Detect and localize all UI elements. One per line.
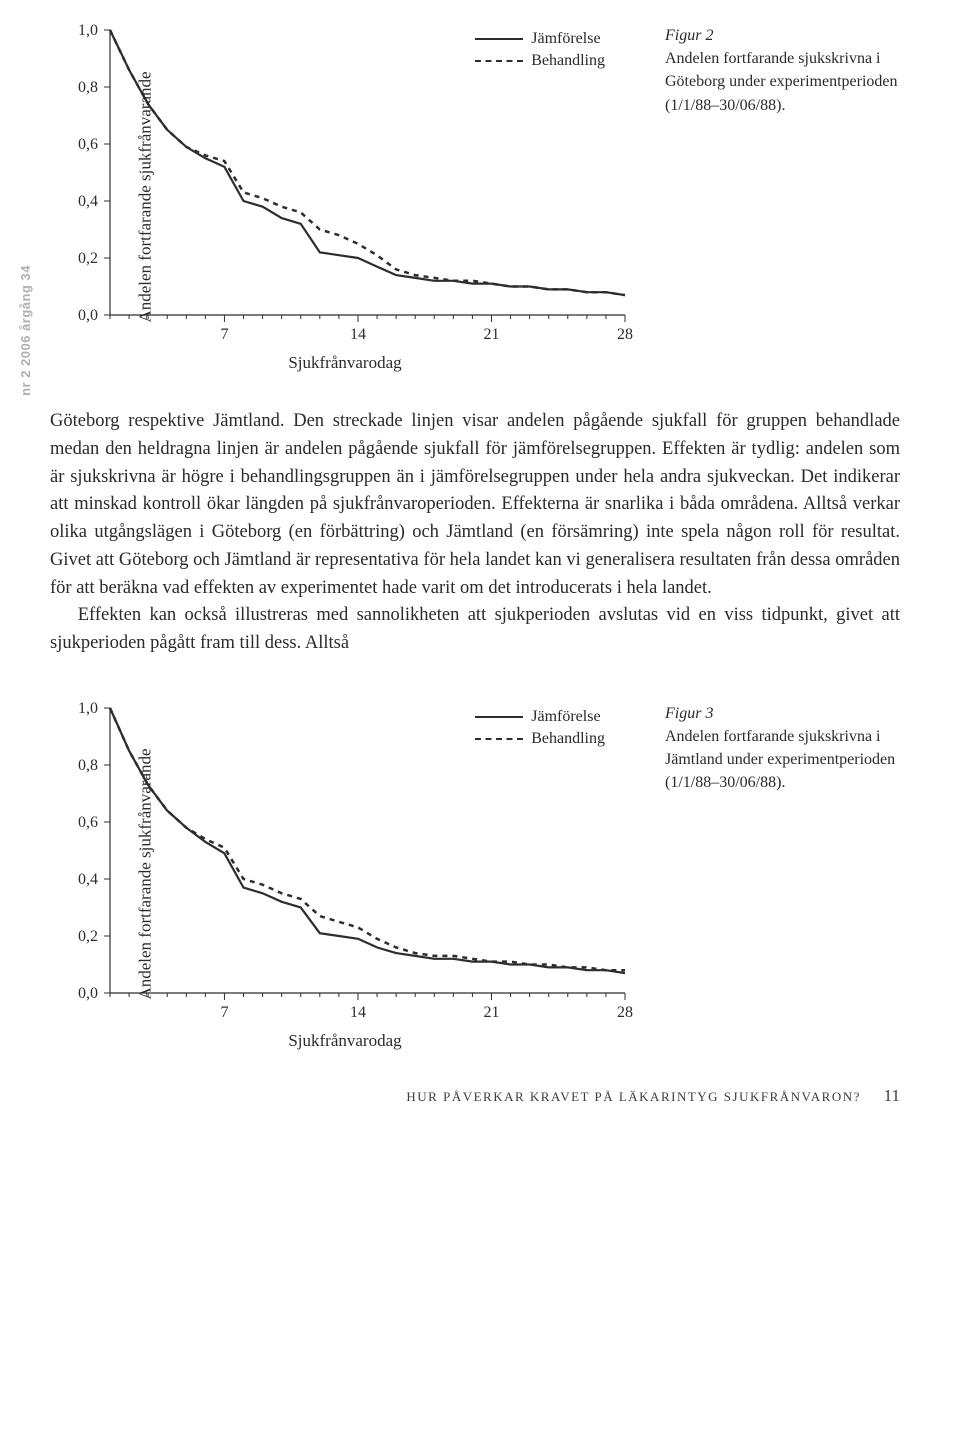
figure-2-x-label: Sjukfrånvarodag [50, 353, 640, 373]
svg-text:14: 14 [350, 1004, 366, 1021]
legend-solid-label: Jämförelse [531, 708, 600, 726]
figure-2-block: Andelen fortfarande sjukfrånvarande Jämf… [50, 20, 900, 373]
body-paragraph-1: Göteborg respektive Jämtland. Den streck… [50, 408, 900, 602]
figure-3-caption-title: Figur 3 [665, 705, 713, 722]
figure-2-y-label: Andelen fortfarande sjukfrånvarande [136, 71, 156, 322]
svg-text:1,0: 1,0 [78, 22, 98, 39]
legend-solid-swatch [475, 38, 523, 40]
body-paragraph-2: Effekten kan också illustreras med sanno… [50, 602, 900, 658]
figure-2-chart: Andelen fortfarande sjukfrånvarande Jämf… [50, 20, 640, 373]
legend-dashed-swatch [475, 738, 523, 740]
svg-text:0,4: 0,4 [78, 871, 98, 888]
svg-text:21: 21 [483, 326, 499, 343]
figure-2-caption: Figur 2 Andelen fortfarande sjukskrivna … [665, 20, 900, 117]
legend-solid-label: Jämförelse [531, 30, 600, 48]
svg-text:0,2: 0,2 [78, 250, 98, 267]
svg-text:0,6: 0,6 [78, 136, 98, 153]
figure-2-legend: Jämförelse Behandling [475, 30, 605, 74]
svg-text:0,4: 0,4 [78, 193, 98, 210]
svg-text:0,2: 0,2 [78, 928, 98, 945]
figure-3-caption-text: Andelen fortfarande sjukskrivna i Jämtla… [665, 728, 895, 791]
svg-text:28: 28 [617, 1004, 633, 1021]
figure-3-y-label: Andelen fortfarande sjukfrånvarande [136, 749, 156, 1000]
legend-dashed-swatch [475, 60, 523, 62]
legend-solid-swatch [475, 716, 523, 718]
legend-dashed-label: Behandling [531, 730, 605, 748]
body-text: Göteborg respektive Jämtland. Den streck… [50, 408, 900, 658]
figure-3-legend: Jämförelse Behandling [475, 708, 605, 752]
svg-text:28: 28 [617, 326, 633, 343]
svg-text:1,0: 1,0 [78, 700, 98, 717]
svg-text:0,6: 0,6 [78, 814, 98, 831]
svg-text:0,0: 0,0 [78, 307, 98, 324]
svg-text:7: 7 [220, 1004, 228, 1021]
svg-text:21: 21 [483, 1004, 499, 1021]
legend-dashed-label: Behandling [531, 52, 605, 70]
figure-2-caption-title: Figur 2 [665, 27, 713, 44]
svg-text:14: 14 [350, 326, 366, 343]
sidebar-issue-text: nr 2 2006 årgång 34 [18, 265, 33, 396]
figure-3-caption: Figur 3 Andelen fortfarande sjukskrivna … [665, 698, 900, 795]
footer-page-number: 11 [884, 1086, 900, 1105]
svg-text:0,8: 0,8 [78, 79, 98, 96]
figure-3-x-label: Sjukfrånvarodag [50, 1031, 640, 1051]
figure-3-block: Andelen fortfarande sjukfrånvarande Jämf… [50, 698, 900, 1051]
svg-text:0,0: 0,0 [78, 985, 98, 1002]
footer-text: HUR PÅVERKAR KRAVET PÅ LÄKARINTYG SJUKFR… [406, 1089, 860, 1104]
svg-text:0,8: 0,8 [78, 757, 98, 774]
svg-text:7: 7 [220, 326, 228, 343]
figure-2-caption-text: Andelen fortfarande sjukskrivna i Götebo… [665, 50, 898, 113]
page-footer: HUR PÅVERKAR KRAVET PÅ LÄKARINTYG SJUKFR… [50, 1086, 900, 1106]
figure-3-chart: Andelen fortfarande sjukfrånvarande Jämf… [50, 698, 640, 1051]
